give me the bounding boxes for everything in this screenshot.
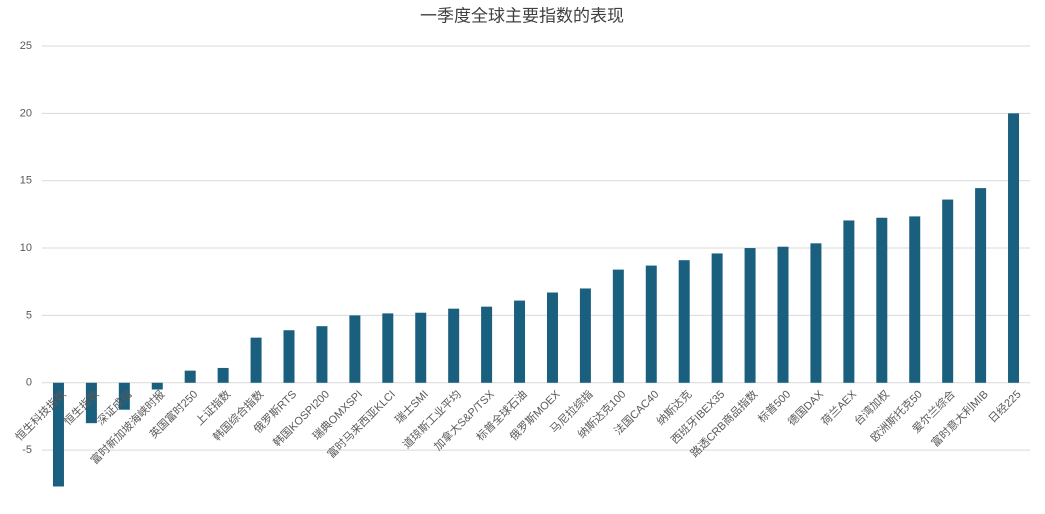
bar [711, 253, 723, 383]
bar [843, 220, 855, 383]
bar [349, 315, 361, 383]
chart-title: 一季度全球主要指数的表现 [420, 6, 624, 25]
bar [810, 243, 822, 383]
y-tick-label: 20 [20, 107, 32, 119]
x-tick-label: 日经225 [986, 388, 1024, 426]
bar [546, 292, 558, 383]
y-tick-label: -5 [22, 444, 32, 456]
x-tick-label: 道琼斯工业平均 [399, 387, 463, 451]
bar [942, 199, 954, 383]
bar [876, 217, 888, 383]
bar [1008, 113, 1020, 383]
bar [645, 265, 657, 383]
y-tick-label: 25 [20, 40, 32, 52]
x-tick-label: 德国DAX [785, 387, 827, 429]
bar [481, 306, 493, 383]
bar [448, 308, 460, 383]
bar [579, 288, 591, 383]
bar [151, 382, 163, 390]
bar [678, 260, 690, 383]
bar [975, 188, 987, 383]
x-tick-label: 韩国KOSPI200 [270, 387, 332, 449]
y-tick-label: 0 [26, 377, 32, 389]
bar [118, 382, 130, 410]
bar [316, 326, 328, 383]
x-tick-label: 富时意大利MIB [928, 387, 991, 450]
bar [52, 382, 64, 487]
bar [283, 330, 295, 383]
bar [250, 337, 262, 383]
bar [909, 216, 921, 383]
bar [514, 300, 526, 383]
bar [382, 313, 394, 383]
bar [85, 382, 97, 424]
y-tick-label: 15 [20, 175, 32, 187]
y-tick-label: 10 [20, 242, 32, 254]
bar [415, 312, 427, 383]
bar [744, 248, 756, 383]
bar [184, 370, 196, 383]
bar [217, 367, 229, 383]
bar [612, 269, 624, 383]
bar [777, 246, 789, 383]
y-tick-label: 5 [26, 309, 32, 321]
